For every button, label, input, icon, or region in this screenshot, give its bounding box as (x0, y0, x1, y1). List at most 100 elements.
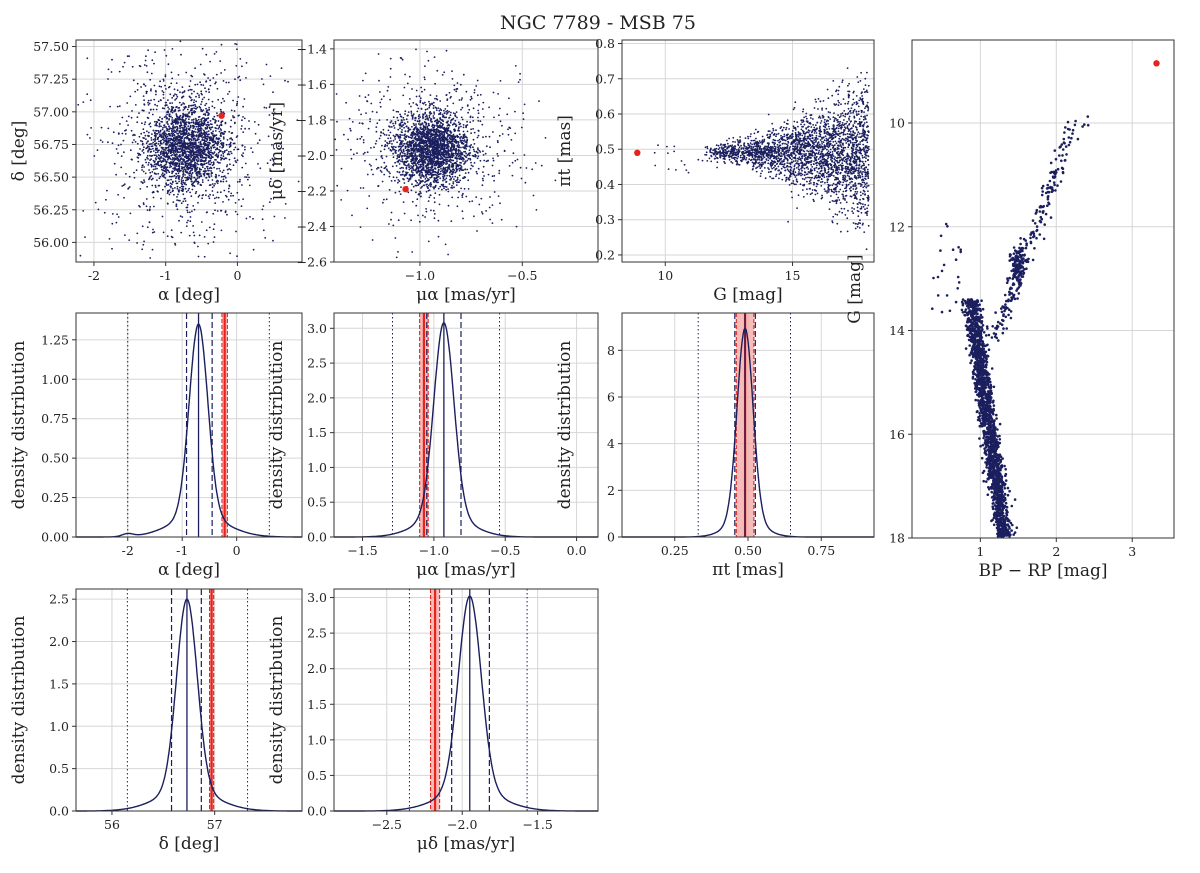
cluster-point (167, 63, 170, 66)
cluster-point (235, 43, 238, 46)
cluster-point (416, 198, 419, 201)
cluster-point (436, 69, 439, 72)
cluster-point (430, 120, 433, 123)
cluster-point (169, 93, 172, 96)
cluster-point (151, 171, 154, 173)
cluster-point (216, 191, 219, 194)
cluster-point (206, 133, 209, 136)
cluster-point (362, 153, 365, 155)
cluster-point (440, 109, 443, 112)
cluster-point (407, 111, 410, 113)
cluster-point (144, 134, 147, 137)
cluster-point (141, 122, 143, 125)
cluster-point (194, 83, 197, 86)
cluster-point (167, 155, 170, 157)
cluster-point (498, 107, 501, 110)
cluster-point (188, 174, 191, 177)
cluster-point (364, 96, 367, 99)
cluster-point (93, 155, 96, 157)
cluster-point (156, 124, 158, 127)
cluster-point (406, 142, 408, 145)
cluster-point (456, 205, 459, 208)
cluster-point (234, 121, 236, 124)
cluster-point (272, 239, 274, 242)
cluster-point (213, 223, 216, 226)
cluster-point (245, 217, 248, 220)
cluster-point (181, 161, 184, 164)
cluster-point (287, 80, 289, 83)
cluster-point (166, 158, 169, 161)
cluster-point (210, 146, 212, 149)
cluster-point (390, 180, 393, 182)
cluster-point (192, 225, 195, 227)
cluster-point (402, 124, 404, 126)
cluster-point (186, 170, 188, 173)
cluster-point (120, 155, 123, 158)
cluster-point (181, 96, 184, 99)
cluster-point (476, 79, 479, 82)
cluster-point (148, 102, 151, 105)
cluster-point (446, 122, 449, 124)
cluster-point (222, 146, 225, 149)
cluster-point (424, 65, 426, 67)
cluster-point (431, 150, 434, 153)
cluster-point (472, 127, 474, 130)
x-tick-label: 0 (233, 268, 241, 283)
cluster-point (419, 116, 421, 118)
cluster-point (430, 117, 432, 120)
cluster-point (482, 165, 485, 168)
cluster-point (174, 180, 177, 183)
cluster-point (270, 178, 272, 180)
cluster-point (208, 139, 211, 142)
cluster-point (167, 123, 169, 126)
cluster-point (216, 112, 218, 115)
cluster-point (159, 144, 161, 147)
cluster-point (458, 126, 460, 128)
cluster-point (407, 191, 410, 194)
cluster-point (445, 94, 448, 96)
cluster-point (192, 205, 195, 207)
cluster-point (335, 93, 338, 95)
cluster-point (128, 186, 131, 188)
cluster-point (184, 142, 187, 145)
cluster-point (84, 236, 86, 239)
cluster-point (213, 197, 216, 200)
cluster-point (199, 133, 201, 136)
cluster-point (126, 102, 129, 104)
cluster-point (241, 184, 243, 186)
cluster-point (414, 154, 417, 157)
cluster-point (239, 178, 241, 181)
cluster-point (399, 167, 402, 170)
cluster-point (120, 166, 123, 169)
cluster-point (394, 237, 397, 239)
cluster-point (464, 172, 467, 175)
cluster-point (142, 202, 145, 204)
cluster-point (106, 189, 108, 192)
cluster-point (123, 151, 125, 154)
cluster-point (152, 228, 154, 231)
cluster-point (473, 143, 476, 145)
cluster-point (458, 164, 461, 167)
cluster-point (161, 107, 164, 110)
cluster-point (173, 169, 176, 171)
cluster-point (215, 51, 218, 53)
cluster-point (203, 121, 206, 124)
cluster-point (183, 126, 186, 129)
cluster-point (366, 151, 369, 154)
cluster-point (404, 113, 406, 115)
cluster-point (476, 230, 478, 232)
cluster-point (151, 154, 154, 157)
cluster-point (209, 79, 212, 82)
cluster-point (147, 101, 149, 104)
cluster-point (151, 133, 153, 136)
cluster-point (144, 158, 147, 161)
cluster-point (482, 150, 484, 153)
cluster-point (164, 185, 166, 188)
cluster-point (177, 132, 179, 135)
cluster-point (346, 189, 349, 192)
cluster-point (463, 134, 466, 137)
cluster-point (225, 180, 228, 183)
cluster-point (397, 181, 399, 184)
cluster-point (214, 130, 217, 132)
cluster-point (427, 187, 429, 190)
